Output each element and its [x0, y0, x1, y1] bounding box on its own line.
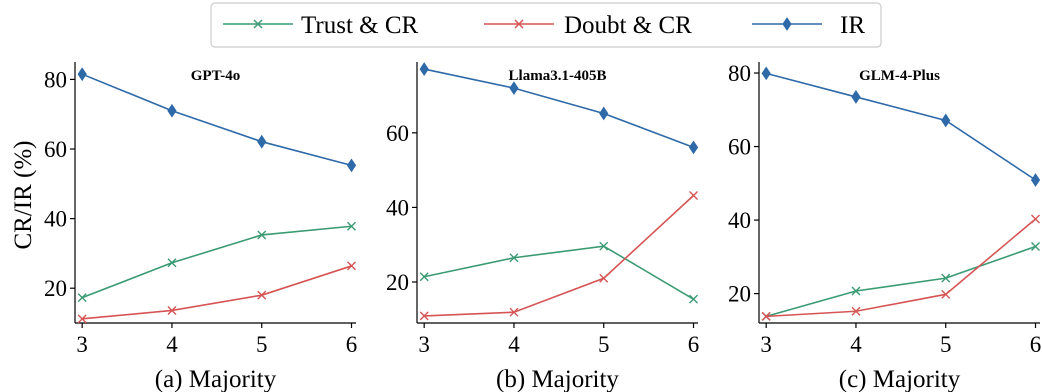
data-point-marker — [509, 307, 519, 317]
data-point-marker — [77, 67, 87, 82]
y-tick-label: 60 — [44, 137, 67, 162]
data-point-marker — [689, 294, 699, 304]
series-line-ir — [81, 73, 352, 167]
data-point-marker — [167, 305, 177, 315]
data-point-marker — [509, 253, 519, 263]
data-point-marker — [167, 103, 177, 118]
data-point-marker — [851, 286, 861, 296]
data-point-marker — [1031, 214, 1041, 224]
legend-marker-ir — [782, 17, 792, 31]
x-tick-label: 3 — [760, 332, 772, 357]
x-tick-label: 6 — [1030, 332, 1042, 357]
legend-label-doubt: Doubt & CR — [564, 12, 692, 39]
legend: Trust & CR Doubt & CR IR — [210, 2, 882, 48]
x-tick-label: 4 — [850, 332, 862, 357]
panel-title: GPT-4o — [191, 68, 240, 84]
y-axis-title: CR/IR (%) — [10, 140, 37, 249]
data-point-marker — [257, 134, 267, 149]
legend-label-ir: IR — [840, 12, 865, 39]
x-tick-label: 3 — [76, 332, 88, 357]
data-point-marker — [77, 293, 87, 303]
data-point-marker — [257, 290, 267, 300]
panel-gpt4o: 20 40 60 80 3 4 5 6 (a) Majority GPT-4o — [44, 62, 357, 392]
series-line-trust-cr — [81, 225, 352, 299]
y-tick-label: 60 — [386, 121, 409, 146]
data-point-marker — [257, 230, 267, 240]
legend-marker-trust-shape — [253, 19, 263, 29]
legend-marker-trust — [253, 19, 263, 29]
panel-llama: 20 40 60 3 4 5 6 (b) Majority Llama3.1-405B — [386, 62, 699, 392]
x-axis-title: (a) Majority — [155, 366, 277, 392]
panel-title: Llama3.1-405B — [509, 68, 607, 84]
data-point-marker — [761, 311, 771, 321]
y-tick-label: 40 — [44, 207, 67, 232]
y-tick-label: 20 — [44, 276, 67, 301]
y-tick-label: 60 — [728, 135, 751, 160]
x-axis-title: (b) Majority — [496, 366, 619, 392]
data-point-marker — [509, 81, 519, 96]
y-tick-label: 20 — [728, 282, 751, 307]
y-tick-label: 20 — [386, 270, 409, 295]
panel-glm: 20 40 60 80 3 4 5 6 (c) Majority GLM-4-Plus — [728, 61, 1041, 392]
data-point-marker — [346, 158, 357, 173]
legend-label-trust: Trust & CR — [301, 12, 419, 39]
data-point-marker — [688, 140, 699, 155]
data-point-marker — [347, 221, 357, 231]
series-line-doubt-cr — [424, 194, 695, 317]
series-line-doubt-cr — [82, 265, 352, 320]
y-tick-label: 80 — [728, 61, 751, 86]
series-line-trust-cr — [765, 245, 1036, 318]
data-point-marker — [599, 241, 609, 251]
x-tick-label: 6 — [346, 332, 358, 357]
series-line-trust-cr — [424, 245, 694, 300]
x-tick-label: 5 — [940, 332, 952, 357]
data-point-marker — [419, 272, 429, 282]
x-tick-label: 6 — [688, 332, 700, 357]
x-tick-label: 5 — [598, 332, 610, 357]
series-line-ir — [765, 72, 1036, 181]
data-point-marker — [347, 261, 357, 271]
data-point-marker — [1031, 242, 1041, 252]
data-point-marker — [167, 258, 177, 268]
series-line-doubt-cr — [766, 218, 1037, 318]
legend-frame — [210, 2, 882, 48]
data-point-marker — [599, 106, 609, 121]
data-point-marker — [419, 62, 429, 76]
series-line-ir — [424, 68, 694, 149]
data-point-marker — [851, 90, 861, 104]
data-point-marker — [689, 190, 699, 200]
data-point-marker — [941, 113, 951, 128]
data-point-marker — [599, 273, 609, 283]
data-point-marker — [851, 306, 861, 316]
data-point-marker — [1030, 173, 1041, 187]
x-tick-label: 3 — [418, 332, 430, 357]
panel-title: GLM-4-Plus — [859, 68, 940, 84]
x-tick-label: 4 — [508, 332, 520, 357]
data-point-marker — [941, 273, 951, 283]
data-point-marker — [941, 289, 951, 299]
x-tick-label: 4 — [166, 332, 178, 357]
legend-marker-ir-shape — [782, 17, 792, 31]
data-point-marker — [761, 66, 771, 81]
data-point-marker — [419, 311, 429, 321]
y-tick-label: 40 — [386, 195, 409, 220]
data-point-marker — [77, 314, 87, 324]
y-tick-label: 40 — [728, 208, 751, 233]
x-axis-title: (c) Majority — [839, 366, 961, 392]
y-tick-label: 80 — [44, 67, 67, 92]
legend-marker-doubt-shape — [514, 19, 524, 29]
legend-marker-doubt — [514, 19, 524, 29]
x-tick-label: 5 — [256, 332, 268, 357]
